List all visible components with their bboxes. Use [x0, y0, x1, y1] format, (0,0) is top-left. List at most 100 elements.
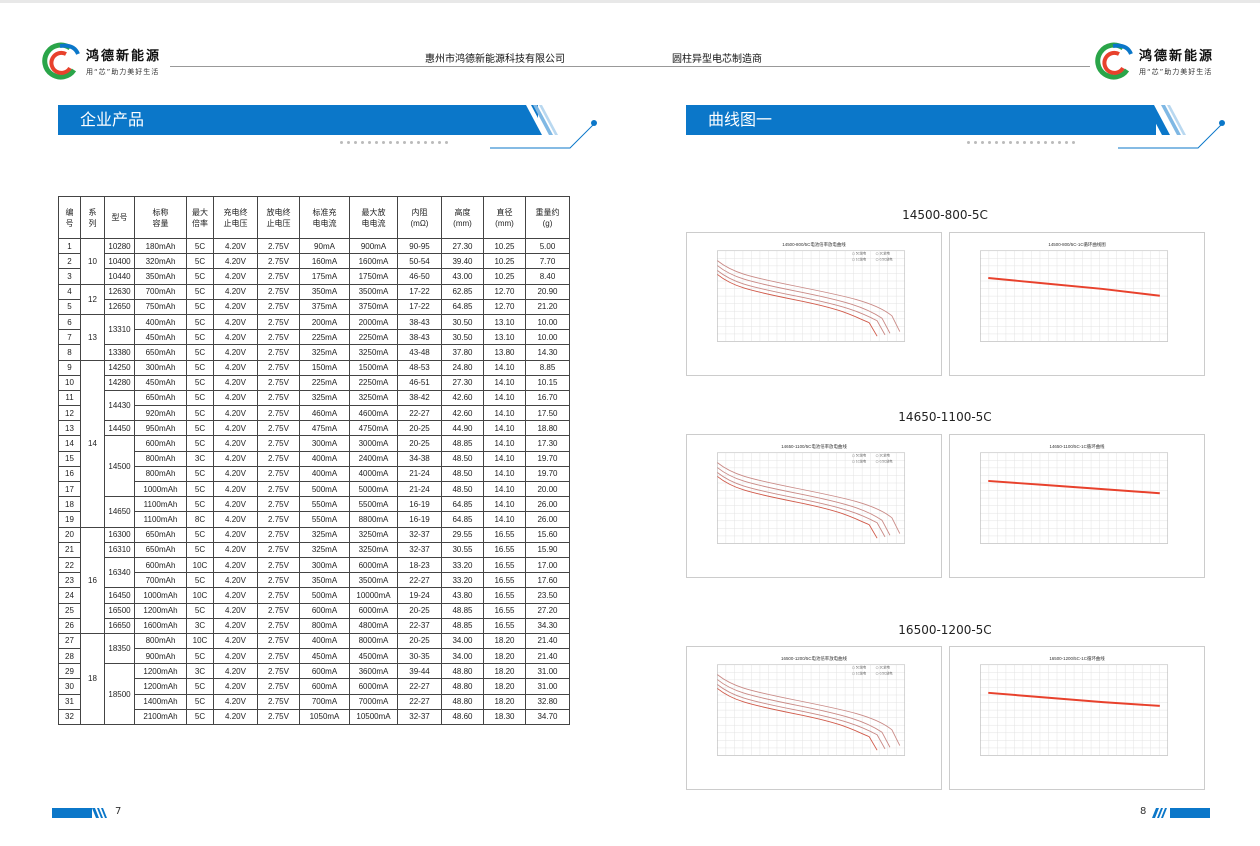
- table-cell: 14.10: [483, 420, 526, 437]
- stripes-icon: [518, 105, 558, 135]
- table-cell: 43-48: [397, 344, 442, 361]
- table-cell: 13.80: [483, 344, 526, 361]
- table-row: 3 10440 350mAh 5C 4.20V 2.75V 175mA 1750mA 46-50…: [58, 268, 570, 285]
- table-cell: 11: [58, 389, 81, 407]
- page-number: 7: [115, 806, 122, 817]
- table-cell: 38-43: [397, 329, 442, 346]
- table-cell: 13.10: [483, 329, 526, 346]
- legend-marker: [852, 252, 855, 256]
- table-cell: 17.50: [525, 405, 570, 422]
- table-cell: 4.20V: [213, 405, 258, 422]
- table-row: 18 14650 1100mAh 5C 4.20V 2.75V 550mA 5500mA 16-…: [58, 496, 570, 528]
- table-cell: 16: [80, 526, 105, 634]
- table-cell: 700mAh: [134, 283, 187, 300]
- table-cell: 17.30: [525, 435, 570, 452]
- section-title-products: 企业产品: [58, 105, 538, 135]
- table-cell: 4000mA: [349, 465, 398, 483]
- table-cell: 5C: [186, 465, 214, 483]
- table-cell: 2.75V: [257, 435, 300, 452]
- table-cell: 10.00: [525, 313, 570, 331]
- table-cell: 4.20V: [213, 480, 258, 498]
- table-cell: 4.20V: [213, 253, 258, 270]
- table-cell: 16: [58, 465, 81, 483]
- table-cell: 21.40: [525, 648, 570, 665]
- table-cell: 650mAh: [134, 389, 187, 407]
- chart-title: 14650-1100/5C-1C循环曲线: [1050, 443, 1106, 450]
- table-cell: 64.85: [441, 511, 484, 528]
- table-cell: 38-43: [397, 313, 442, 331]
- legend-label: 1C放电: [856, 257, 867, 262]
- table-cell: 325mA: [299, 541, 350, 558]
- table-cell: 6: [58, 313, 81, 331]
- table-row: 30 1200mAh 5C 4.20V 2.75V 600mA 6000mA 22-27 48.…: [58, 678, 570, 695]
- table-cell: 4.20V: [213, 450, 258, 467]
- table-cell: 14.10: [483, 465, 526, 483]
- table-cell: 2400mA: [349, 450, 398, 467]
- table-cell: 16.55: [483, 541, 526, 558]
- table-cell: 16.55: [483, 572, 526, 589]
- brand-slogan: 用“芯”助力美好生活: [86, 68, 160, 76]
- table-cell: 16.70: [525, 389, 570, 407]
- table-cell: 2.75V: [257, 405, 300, 422]
- table-cell: 39.40: [441, 253, 484, 270]
- table-cell: 21.40: [525, 632, 570, 650]
- legend-marker: [852, 666, 855, 670]
- table-cell: 33.20: [441, 572, 484, 589]
- series-line: [717, 674, 901, 746]
- table-cell: 4.20V: [213, 511, 258, 528]
- table-cell: 16500: [104, 602, 135, 619]
- table-cell: 90mA: [299, 237, 350, 255]
- table-cell: 1050mA: [299, 708, 350, 726]
- table-cell: 12: [58, 405, 81, 422]
- table-cell: 2.75V: [257, 374, 300, 391]
- table-cell: 44.90: [441, 420, 484, 437]
- series-line: [717, 679, 891, 748]
- table-cell: 10C: [186, 556, 214, 574]
- table-cell: 800mAh: [134, 632, 187, 650]
- table-row: 13 14450 950mAh 5C 4.20V 2.75V 475mA 4750mA 20-2…: [58, 420, 570, 437]
- table-cell: 200mA: [299, 313, 350, 331]
- table-cell: 42.60: [441, 405, 484, 422]
- table-cell: 5C: [186, 435, 214, 452]
- table-cell: 4.20V: [213, 344, 258, 361]
- table-cell: 34-38: [397, 450, 442, 467]
- footer-stripes-icon: [1152, 808, 1167, 818]
- table-row: 4 12 12630 700mAh 5C 4.20V 2.75V 350mA 3500mA 17-…: [58, 283, 570, 315]
- table-row: 17 1000mAh 5C 4.20V 2.75V 500mA 5000mA 21-24 48.…: [58, 480, 570, 498]
- table-cell: 4800mA: [349, 617, 398, 634]
- table-cell: 18500: [104, 663, 135, 725]
- legend-label: 1C放电: [856, 671, 867, 676]
- table-cell: 14.10: [483, 450, 526, 467]
- cycle-life-chart: 14500-800/5C-1C循环曲线图: [949, 232, 1205, 376]
- table-cell: 43.00: [441, 268, 484, 285]
- table-cell: 2.75V: [257, 632, 300, 650]
- table-cell: 4500mA: [349, 648, 398, 665]
- table-cell: 5C: [186, 541, 214, 558]
- footer-bar: [1170, 808, 1210, 818]
- col-header: 最大 倍率: [186, 196, 214, 239]
- chart-svg: 16500-1200/5C电池倍率放电曲线 5C放电 3C放电 1C放电 0.5C放电: [717, 655, 906, 756]
- series-line: [717, 265, 891, 334]
- table-cell: 64.85: [441, 496, 484, 513]
- plot-frame: [717, 250, 906, 342]
- table-cell: 2.75V: [257, 329, 300, 346]
- table-cell: 3C: [186, 617, 214, 634]
- table-cell: 16340: [104, 556, 135, 589]
- table-cell: 19-24: [397, 587, 442, 604]
- legend-label: 5C放电: [856, 665, 867, 670]
- table-cell: 16300: [104, 526, 135, 543]
- table-cell: 2.75V: [257, 237, 300, 255]
- table-cell: 2000mA: [349, 313, 398, 331]
- legend-label: 1C放电: [856, 459, 867, 464]
- table-row: 24 16450 1000mAh 10C 4.20V 2.75V 500mA 10000mA 1…: [58, 587, 570, 604]
- table-cell: 46-50: [397, 268, 442, 285]
- table-cell: 19.70: [525, 465, 570, 483]
- table-cell: 18: [80, 632, 105, 726]
- series-line: [988, 277, 1160, 297]
- series-line: [717, 684, 886, 750]
- table-cell: 4.20V: [213, 237, 258, 255]
- table-row: 19 1100mAh 8C 4.20V 2.75V 550mA 8800mA 16-19 64.…: [58, 511, 570, 528]
- table-cell: 3250mA: [349, 526, 398, 543]
- table-cell: 2100mAh: [134, 708, 187, 726]
- table-body: 1 10 10280 180mAh 5C 4.20V 2.75V 90mA 900mA 90-95…: [58, 237, 570, 726]
